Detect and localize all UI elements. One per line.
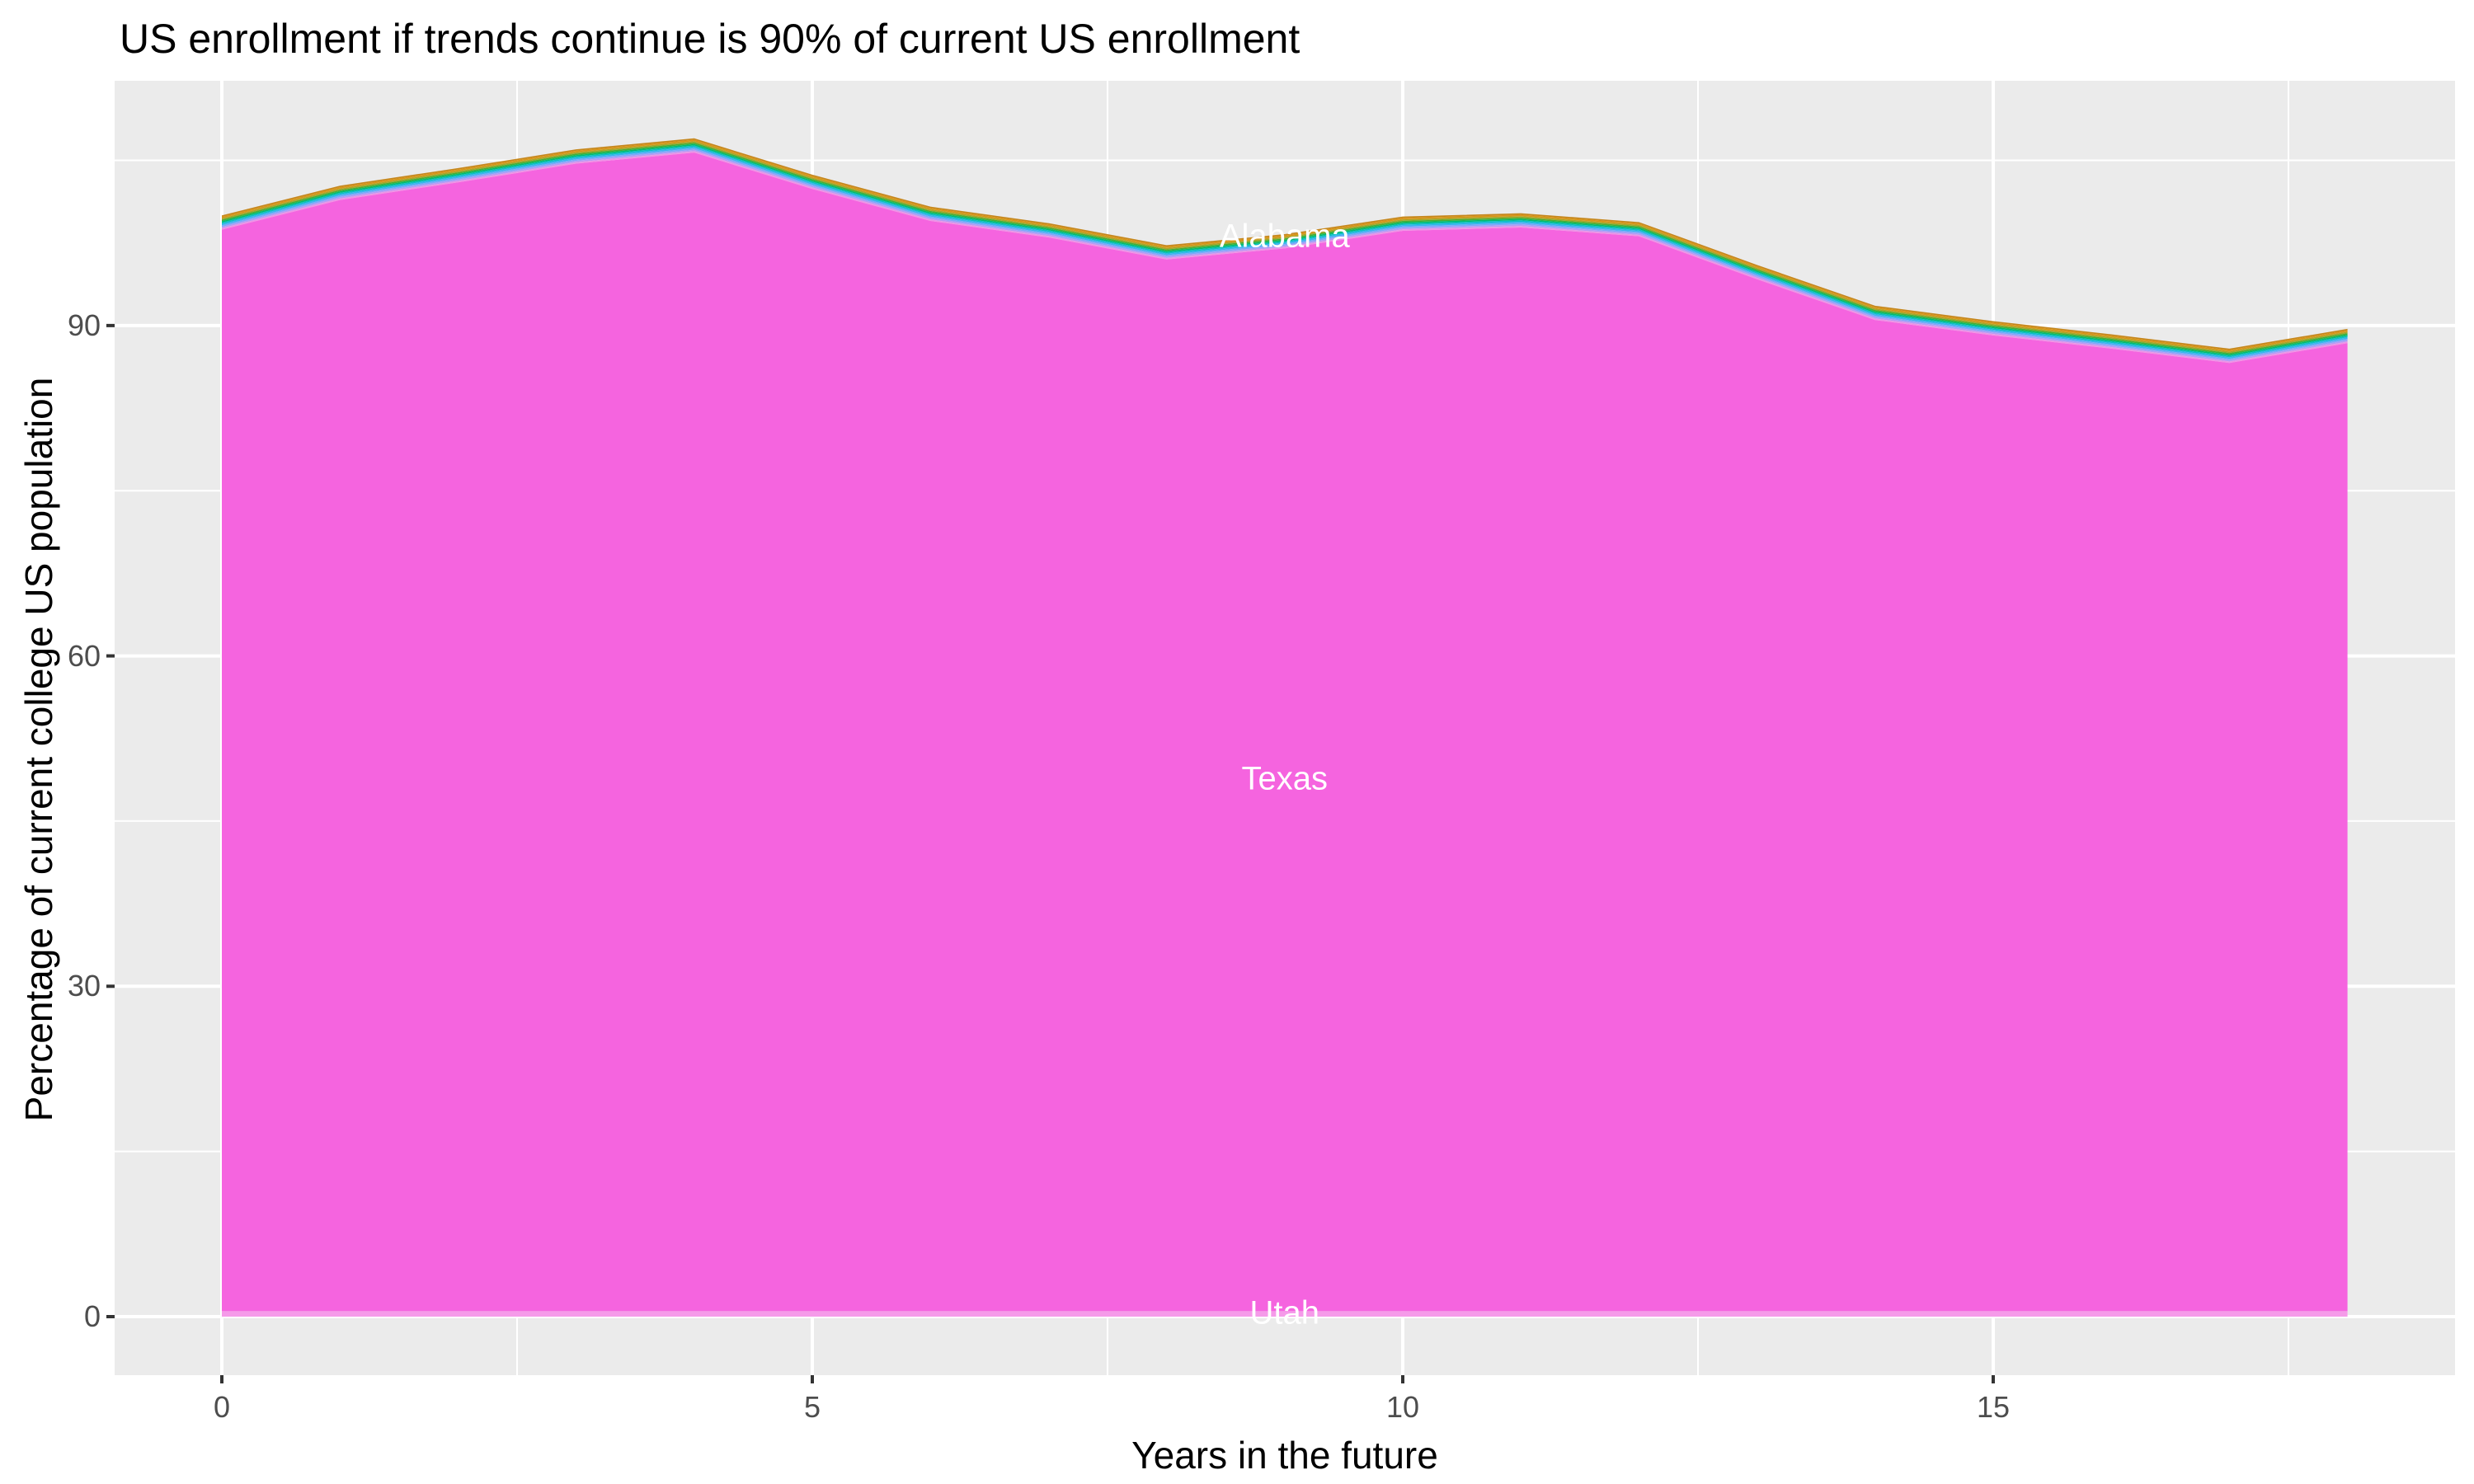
x-axis-title: Years in the future	[1131, 1434, 1438, 1477]
chart-title: US enrollment if trends continue is 90% …	[120, 16, 1300, 62]
y-tick-label: 60	[67, 638, 101, 673]
state-label-utah: Utah	[1249, 1294, 1320, 1331]
y-tick-label: 30	[67, 969, 101, 1003]
x-tick-label: 5	[803, 1390, 821, 1424]
y-tick-label: 0	[83, 1299, 101, 1333]
y-axis-title: Percentage of current college US populat…	[17, 377, 60, 1122]
bottom-state-sliver-band	[222, 1311, 2348, 1317]
x-tick-label: 15	[1976, 1390, 2011, 1424]
y-tick-label: 90	[67, 308, 101, 342]
x-tick-label: 10	[1385, 1390, 1420, 1424]
state-label-alabama: Alabama	[1219, 218, 1350, 255]
x-tick-label: 0	[213, 1390, 231, 1424]
area-texas	[222, 153, 2348, 1312]
state-label-texas: Texas	[1241, 760, 1329, 797]
